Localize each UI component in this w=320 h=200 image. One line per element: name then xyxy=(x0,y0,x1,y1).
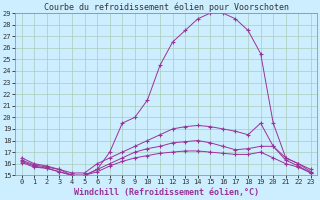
Title: Courbe du refroidissement éolien pour Voorschoten: Courbe du refroidissement éolien pour Vo… xyxy=(44,3,289,12)
X-axis label: Windchill (Refroidissement éolien,°C): Windchill (Refroidissement éolien,°C) xyxy=(74,188,259,197)
